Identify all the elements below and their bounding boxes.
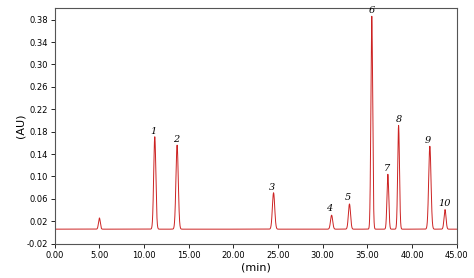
- Text: 8: 8: [395, 115, 401, 124]
- Text: 3: 3: [269, 183, 275, 192]
- Y-axis label: (AU): (AU): [15, 114, 25, 138]
- X-axis label: (min): (min): [241, 262, 271, 272]
- Text: 1: 1: [150, 127, 156, 136]
- Text: 5: 5: [345, 193, 351, 202]
- Text: 7: 7: [384, 163, 390, 173]
- Text: 6: 6: [369, 6, 375, 15]
- Text: 4: 4: [326, 205, 332, 214]
- Text: 9: 9: [425, 136, 431, 145]
- Text: 10: 10: [438, 199, 450, 208]
- Text: 2: 2: [173, 135, 179, 144]
